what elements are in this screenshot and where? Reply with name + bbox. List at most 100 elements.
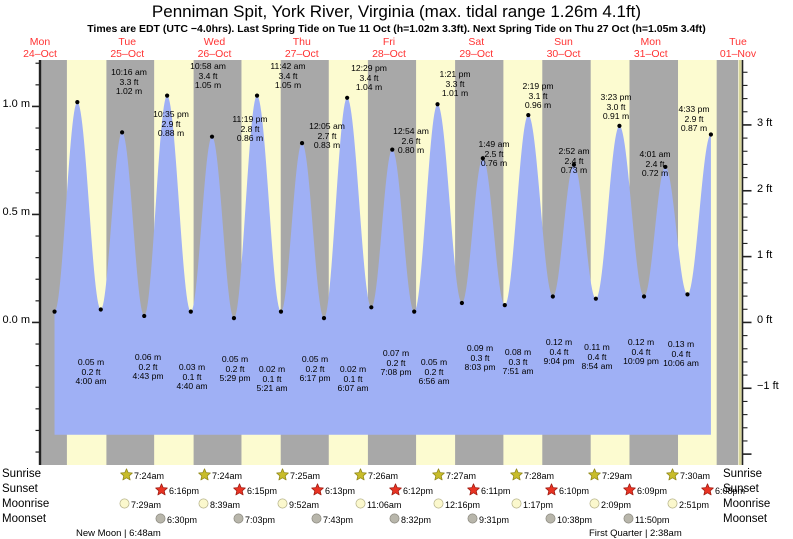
day-header-5: Sat 29–Oct <box>437 36 515 60</box>
astro-row-label-right-sunrise: Sunrise <box>723 468 762 480</box>
astro-event-time: 2:09pm <box>601 499 632 510</box>
tide-label-feet: 0.1 ft <box>343 373 363 384</box>
astro-event-sunrise-2: 7:25am <box>276 468 320 483</box>
day-date: 30–Oct <box>546 48 581 60</box>
tide-label-high-13: 4:01 am 2.4 ft 0.72 m <box>622 149 688 179</box>
astro-event-sunset-4: 6:11pm <box>467 483 510 498</box>
tide-label-high-0: 10:16 am 3.3 ft 1.02 m <box>96 67 162 97</box>
tide-label-time: 6:56 am <box>418 376 450 387</box>
tide-label-metres: 0.91 m <box>602 111 630 122</box>
tide-label-metres: 0.72 m <box>641 168 669 179</box>
moonrise-circle-icon <box>511 498 522 511</box>
astro-event-time: 6:11pm <box>481 485 511 496</box>
astro-event-moonset-1: 7:03pm <box>233 513 275 526</box>
moonset-circle-icon <box>467 513 478 526</box>
y-axis-left-label-2: 0.0 m <box>2 314 30 327</box>
tide-label-feet: 0.3 ft <box>470 352 490 363</box>
tide-label-metres: 0.86 m <box>236 133 264 144</box>
astro-event-time: 1:17pm <box>523 499 554 510</box>
y-axis-right-label-3: 0 ft <box>757 314 773 327</box>
day-date: 28–Oct <box>372 48 406 60</box>
astro-row-label-left-sunrise: Sunrise <box>2 468 41 480</box>
tide-point-low-12 <box>321 316 327 321</box>
tide-label-feet: 2.6 ft <box>401 135 421 146</box>
tide-label-feet: 0.4 ft <box>631 346 651 357</box>
astro-event-moonset-5: 10:38pm <box>545 513 592 526</box>
sunrise-star-icon <box>354 468 367 483</box>
tide-label-low-24: 0.09 m 0.3 ft 8:03 pm <box>447 343 513 373</box>
moonset-circle-icon <box>623 513 634 526</box>
astro-event-time: 9:31pm <box>479 514 510 525</box>
astro-event-time: 2:51pm <box>679 499 710 510</box>
day-header-3: Thu 27–Oct <box>263 36 341 60</box>
tide-label-feet: 0.2 ft <box>305 363 325 374</box>
tide-label-time: 10:06 am <box>663 358 699 369</box>
day-header-0: Mon 24–Oct <box>1 36 79 60</box>
tide-label-metres: 0.88 m <box>157 128 185 139</box>
tide-label-feet: 2.5 ft <box>484 148 504 159</box>
astro-event-sunrise-7: 7:30am <box>666 468 710 483</box>
tide-label-feet: 2.7 ft <box>317 130 337 141</box>
tide-label-metres: 0.09 m <box>466 343 494 353</box>
astro-event-time: 6:10pm <box>559 485 590 496</box>
astro-event-sunrise-1: 7:24am <box>198 468 242 483</box>
tide-label-feet: 3.3 ft <box>119 76 139 87</box>
sunset-star-icon <box>701 483 714 498</box>
tide-point-low-18 <box>459 300 464 306</box>
tide-label-metres: 0.02 m <box>258 364 286 374</box>
tide-label-feet: 0.2 ft <box>138 361 158 372</box>
moonset-circle-icon <box>233 513 244 526</box>
day-weekday: Wed <box>203 36 226 48</box>
tide-point-high-1 <box>75 100 80 105</box>
tide-label-feet: 2.9 ft <box>161 118 181 129</box>
tide-label-feet: 0.4 ft <box>587 351 607 362</box>
page-title: Penniman Spit, York River, Virginia (max… <box>151 2 642 21</box>
tide-point-high-25 <box>617 123 622 128</box>
astro-event-sunset-3: 6:12pm <box>389 483 433 498</box>
astro-event-moonrise-0: 7:29am <box>119 498 161 511</box>
tide-point-high-7 <box>209 134 215 139</box>
y-axis-right-label-0: 3 ft <box>757 116 773 129</box>
day-weekday: Fri <box>382 36 396 48</box>
tide-label-low-20: 0.05 m 0.2 ft 6:17 pm <box>282 354 348 384</box>
tide-label-low-15: 0.05 m 0.2 ft 4:00 am <box>58 357 124 387</box>
sunset-star-icon <box>311 483 324 498</box>
moonset-circle-icon <box>545 513 556 526</box>
sunset-star-icon <box>545 483 558 498</box>
tide-label-high-11: 2:52 am 2.4 ft 0.73 m <box>541 146 607 176</box>
tide-label-time: 11:42 am <box>270 61 306 71</box>
sunrise-star-icon <box>588 468 601 483</box>
tide-label-time: 2:19 pm <box>522 81 554 91</box>
tide-label-feet: 3.0 ft <box>606 101 626 112</box>
moonrise-circle-icon <box>198 498 209 511</box>
day-weekday: Mon <box>29 36 51 48</box>
tide-label-time: 4:01 am <box>639 149 671 159</box>
astro-event-sunrise-6: 7:29am <box>588 468 632 483</box>
astro-event-moonrise-5: 1:17pm <box>511 498 553 511</box>
tide-point-high-3 <box>119 130 125 135</box>
astro-event-time: 7:26am <box>368 470 399 481</box>
moonset-circle-icon <box>155 513 166 526</box>
tide-label-low-23: 0.05 m 0.2 ft 6:56 am <box>401 357 467 387</box>
astro-event-time: 8:32pm <box>401 514 432 525</box>
moon-phase-label-1: First Quarter | 2:38am <box>589 528 682 539</box>
tide-label-metres: 0.08 m <box>504 347 532 357</box>
day-header-1: Tue 25–Oct <box>88 36 166 60</box>
astro-row-label-right-moonset: Moonset <box>723 513 768 525</box>
tide-point-low-10 <box>278 309 284 314</box>
tide-label-high-4: 11:42 am 3.4 ft 1.05 m <box>255 61 321 91</box>
astro-event-time: 9:52am <box>289 499 320 510</box>
sunset-star-icon <box>155 483 168 498</box>
day-date: 29–Oct <box>459 48 494 60</box>
sunset-star-icon <box>623 483 636 498</box>
moonset-circle-icon <box>389 513 400 526</box>
tide-label-time: 12:29 pm <box>351 63 387 73</box>
tide-label-high-14: 4:33 pm 2.9 ft 0.87 m <box>661 104 727 134</box>
day-date: 27–Oct <box>284 48 319 60</box>
tide-point-high-21 <box>526 112 531 118</box>
tide-label-low-28: 0.12 m 0.4 ft 10:09 pm <box>608 337 674 367</box>
tide-label-low-29: 0.13 m 0.4 ft 10:06 am <box>648 339 714 369</box>
tide-point-high-11 <box>299 141 305 146</box>
astro-event-time: 7:43pm <box>323 514 354 525</box>
